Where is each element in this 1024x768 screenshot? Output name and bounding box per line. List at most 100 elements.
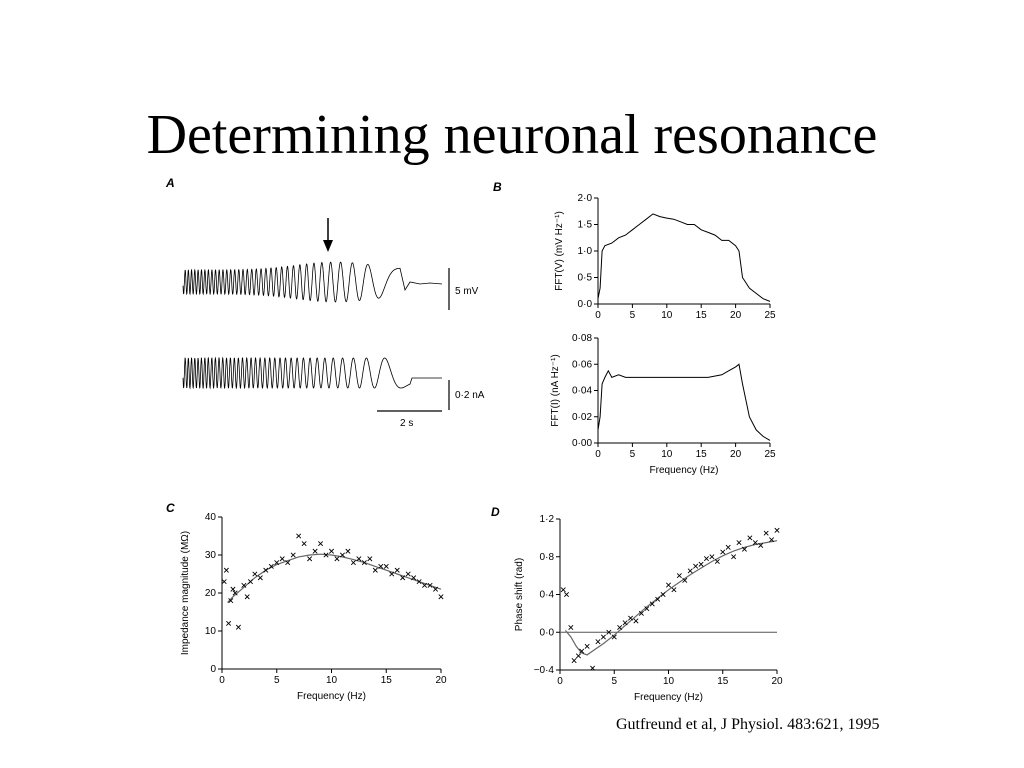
x-tick-label: 20 xyxy=(771,676,783,687)
chart-impedance: 0 5 10 15 20 0 10 20 30 40 Frequency (Hz) Impedance… xyxy=(180,512,447,702)
y-tick-label: 1·5 xyxy=(578,220,593,231)
citation: Gutfreund et al, J Physiol. 483:621, 199… xyxy=(616,716,880,733)
y-axis-label: FFT(I) (nA Hz⁻¹) xyxy=(550,354,561,427)
data-point xyxy=(741,546,747,552)
panel-label-a: A xyxy=(165,176,175,190)
data-point xyxy=(422,582,428,588)
data-point xyxy=(323,552,329,558)
y-tick-label: 10 xyxy=(205,626,217,637)
panel-a-traces: 5 mV 0·2 nA 2 s xyxy=(182,218,485,429)
y-tick-label: 2·0 xyxy=(578,193,593,204)
data-point xyxy=(405,571,411,577)
chart-phase-shift: 0 5 10 15 20 −0·4 0·0 0·4 0·8 1·2 Frequency (Hz) Ph… xyxy=(514,514,783,703)
data-point xyxy=(416,579,422,585)
data-point xyxy=(274,560,280,566)
data-point xyxy=(600,634,606,640)
data-point xyxy=(296,533,302,539)
data-point xyxy=(367,556,373,562)
y-axis-label: Impedance magnitude (MΩ) xyxy=(180,531,191,655)
x-tick-label: 5 xyxy=(630,310,636,321)
data-point xyxy=(747,535,753,541)
data-point xyxy=(400,575,406,581)
data-point xyxy=(244,594,250,600)
y-tick-label: 20 xyxy=(205,588,217,599)
data-point xyxy=(383,563,389,569)
data-point xyxy=(736,540,742,546)
data-point xyxy=(611,634,617,640)
data-point xyxy=(665,582,672,588)
data-point xyxy=(763,530,769,536)
y-tick-label: 0·06 xyxy=(572,359,592,370)
fit-curve xyxy=(564,540,778,656)
data-point xyxy=(758,542,764,548)
y-tick-label: 30 xyxy=(205,550,217,561)
x-tick-label: 15 xyxy=(696,310,708,321)
x-tick-label: 15 xyxy=(696,449,708,460)
x-tick-label: 15 xyxy=(717,676,729,687)
y-tick-label: 1·2 xyxy=(540,514,555,525)
x-tick-label: 0 xyxy=(219,675,225,686)
data-point xyxy=(433,586,439,592)
data-point xyxy=(279,556,285,562)
data-point xyxy=(411,575,417,581)
data-point xyxy=(579,648,585,654)
x-tick-label: 5 xyxy=(274,675,280,686)
slide-title: Determining neuronal resonance xyxy=(146,104,878,166)
data-point xyxy=(628,615,634,621)
data-point xyxy=(568,625,574,631)
x-tick-label: 25 xyxy=(764,449,776,460)
current-trace xyxy=(182,356,442,390)
x-tick-label: 20 xyxy=(435,675,447,686)
data-point xyxy=(263,567,269,573)
data-point xyxy=(312,548,318,554)
x-tick-label: 15 xyxy=(381,675,393,686)
chart-fft-voltage: 0 5 10 15 20 25 0·0 0·5 1·0 1·5 2·0 FFT(V) (mV Hz⁻¹… xyxy=(554,193,776,321)
data-point xyxy=(241,582,247,588)
data-point xyxy=(372,567,378,573)
data-point xyxy=(676,573,682,579)
data-point xyxy=(671,587,677,593)
x-tick-label: 10 xyxy=(663,676,675,687)
x-tick-label: 10 xyxy=(661,449,673,460)
data-point xyxy=(232,590,238,596)
data-point xyxy=(698,561,704,567)
data-point xyxy=(644,606,650,612)
data-point xyxy=(226,620,232,626)
x-axis-label: Frequency (Hz) xyxy=(634,692,703,703)
data-point xyxy=(575,653,581,659)
data-point xyxy=(682,577,688,583)
data-point xyxy=(560,587,566,593)
data-point xyxy=(571,658,577,664)
data-point xyxy=(356,556,362,562)
data-point xyxy=(731,554,737,560)
x-axis-label: Frequency (Hz) xyxy=(650,465,719,476)
data-point xyxy=(714,558,720,564)
data-point xyxy=(318,541,324,547)
data-point xyxy=(252,571,258,577)
x-tick-label: 20 xyxy=(730,449,742,460)
data-point xyxy=(247,579,253,585)
data-point xyxy=(235,624,241,630)
panel-label-b: B xyxy=(493,180,502,194)
x-tick-label: 0 xyxy=(595,310,601,321)
data-point xyxy=(725,544,731,550)
x-tick-label: 5 xyxy=(611,676,617,687)
data-point xyxy=(307,556,313,562)
data-point xyxy=(438,594,444,600)
data-point xyxy=(290,552,296,558)
data-point xyxy=(687,568,693,574)
y-tick-label: 0·5 xyxy=(578,273,593,284)
y-tick-label: 40 xyxy=(205,512,217,523)
panel-label-d: D xyxy=(491,505,500,519)
data-point xyxy=(649,601,655,607)
data-point xyxy=(334,556,340,562)
x-tick-label: 25 xyxy=(764,310,776,321)
x-tick-label: 0 xyxy=(557,676,563,687)
data-point xyxy=(769,537,775,543)
data-point xyxy=(774,527,780,533)
data-point xyxy=(622,620,628,626)
data-point xyxy=(268,563,274,569)
data-point xyxy=(301,541,307,547)
y-axis-label: Phase shift (rad) xyxy=(514,558,525,631)
